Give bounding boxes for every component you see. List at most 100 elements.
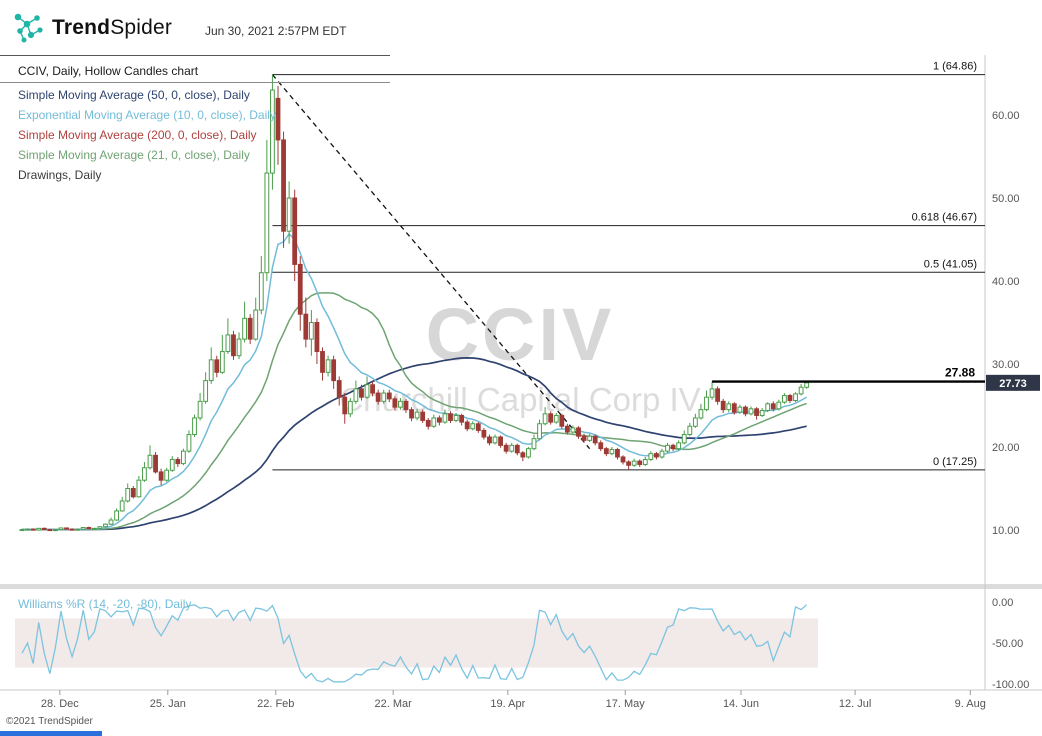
candle[interactable] xyxy=(208,359,214,382)
candle[interactable] xyxy=(331,359,337,382)
candle[interactable] xyxy=(19,529,25,532)
overlay-sma-21[interactable] xyxy=(21,292,807,531)
candle[interactable] xyxy=(392,398,398,408)
overlay-ema-10[interactable] xyxy=(21,232,808,531)
candle[interactable] xyxy=(793,393,798,402)
candle[interactable] xyxy=(681,434,687,444)
candle[interactable] xyxy=(481,429,487,438)
candle[interactable] xyxy=(147,454,153,469)
candle[interactable] xyxy=(631,460,637,466)
candle[interactable] xyxy=(136,479,142,498)
candle[interactable] xyxy=(576,427,581,437)
candle[interactable] xyxy=(665,444,670,452)
candle[interactable] xyxy=(470,423,476,430)
candle[interactable] xyxy=(286,197,292,232)
candle[interactable] xyxy=(292,197,298,265)
candle[interactable] xyxy=(564,425,570,433)
candle[interactable] xyxy=(58,527,64,531)
candle[interactable] xyxy=(281,139,286,232)
candle[interactable] xyxy=(336,380,342,398)
candle[interactable] xyxy=(503,444,509,452)
trendspider-logo-icon[interactable] xyxy=(12,11,46,45)
candle[interactable] xyxy=(103,523,108,528)
candle[interactable] xyxy=(69,528,75,531)
candle[interactable] xyxy=(370,384,375,394)
candle[interactable] xyxy=(364,384,370,398)
candle[interactable] xyxy=(659,450,665,458)
candle[interactable] xyxy=(247,317,253,340)
candle[interactable] xyxy=(41,527,47,531)
candle[interactable] xyxy=(236,338,242,357)
candle[interactable] xyxy=(598,442,604,450)
candle[interactable] xyxy=(186,434,192,452)
candle[interactable] xyxy=(153,454,158,473)
candle[interactable] xyxy=(86,527,92,530)
candle[interactable] xyxy=(687,425,693,436)
candle[interactable] xyxy=(225,334,231,353)
candle[interactable] xyxy=(553,414,559,423)
candle[interactable] xyxy=(720,400,726,411)
candle[interactable] xyxy=(592,435,598,444)
candle[interactable] xyxy=(531,438,537,450)
candle[interactable] xyxy=(715,388,721,402)
candle[interactable] xyxy=(448,413,453,421)
candle[interactable] xyxy=(386,392,392,400)
candle[interactable] xyxy=(308,322,314,340)
candle[interactable] xyxy=(514,444,520,454)
candle[interactable] xyxy=(375,392,381,402)
candle[interactable] xyxy=(36,527,42,531)
candle[interactable] xyxy=(270,89,275,174)
candle[interactable] xyxy=(748,408,754,415)
candle[interactable] xyxy=(498,436,503,446)
candle[interactable] xyxy=(231,334,236,357)
candle[interactable] xyxy=(347,400,353,415)
candle[interactable] xyxy=(743,406,748,415)
legend-drawings[interactable]: Drawings, Daily xyxy=(18,168,102,182)
candle[interactable] xyxy=(303,313,309,340)
candle[interactable] xyxy=(242,317,247,340)
candle[interactable] xyxy=(654,453,659,458)
candle[interactable] xyxy=(108,519,114,525)
candle[interactable] xyxy=(414,411,420,419)
overlay-sma-50[interactable] xyxy=(21,357,807,531)
candle[interactable] xyxy=(442,413,448,423)
candle[interactable] xyxy=(642,458,648,465)
legend-ema10[interactable]: Exponential Moving Average (10, 0, close… xyxy=(18,108,276,122)
candle[interactable] xyxy=(119,500,125,512)
candle[interactable] xyxy=(787,395,793,402)
candle[interactable] xyxy=(25,528,30,531)
candle[interactable] xyxy=(219,351,225,373)
candle[interactable] xyxy=(175,458,181,465)
candle[interactable] xyxy=(804,382,810,388)
candle[interactable] xyxy=(570,427,576,433)
candle[interactable] xyxy=(253,309,259,340)
legend-symbol[interactable]: CCIV, Daily, Hollow Candles chart xyxy=(18,64,199,78)
candle[interactable] xyxy=(487,436,492,444)
candle[interactable] xyxy=(130,488,136,498)
candle[interactable] xyxy=(409,409,414,419)
candle[interactable] xyxy=(30,528,36,531)
candle[interactable] xyxy=(114,510,120,521)
candle[interactable] xyxy=(542,413,548,425)
candle[interactable] xyxy=(737,406,743,413)
candle[interactable] xyxy=(520,452,526,458)
candle[interactable] xyxy=(603,448,609,455)
candle[interactable] xyxy=(709,388,715,398)
candle[interactable] xyxy=(609,448,615,455)
candle[interactable] xyxy=(125,488,131,502)
candle[interactable] xyxy=(526,448,531,458)
candle[interactable] xyxy=(615,448,620,458)
candle[interactable] xyxy=(676,442,682,450)
candle[interactable] xyxy=(492,436,498,444)
candle[interactable] xyxy=(765,403,771,411)
candle[interactable] xyxy=(214,359,220,373)
candle[interactable] xyxy=(353,388,359,402)
candle[interactable] xyxy=(192,417,197,436)
candle[interactable] xyxy=(158,471,164,481)
candle[interactable] xyxy=(398,400,403,408)
candle[interactable] xyxy=(754,408,759,416)
panel-separator[interactable] xyxy=(0,584,1042,589)
candle[interactable] xyxy=(776,401,782,410)
candle[interactable] xyxy=(47,529,53,532)
candle[interactable] xyxy=(325,359,331,373)
